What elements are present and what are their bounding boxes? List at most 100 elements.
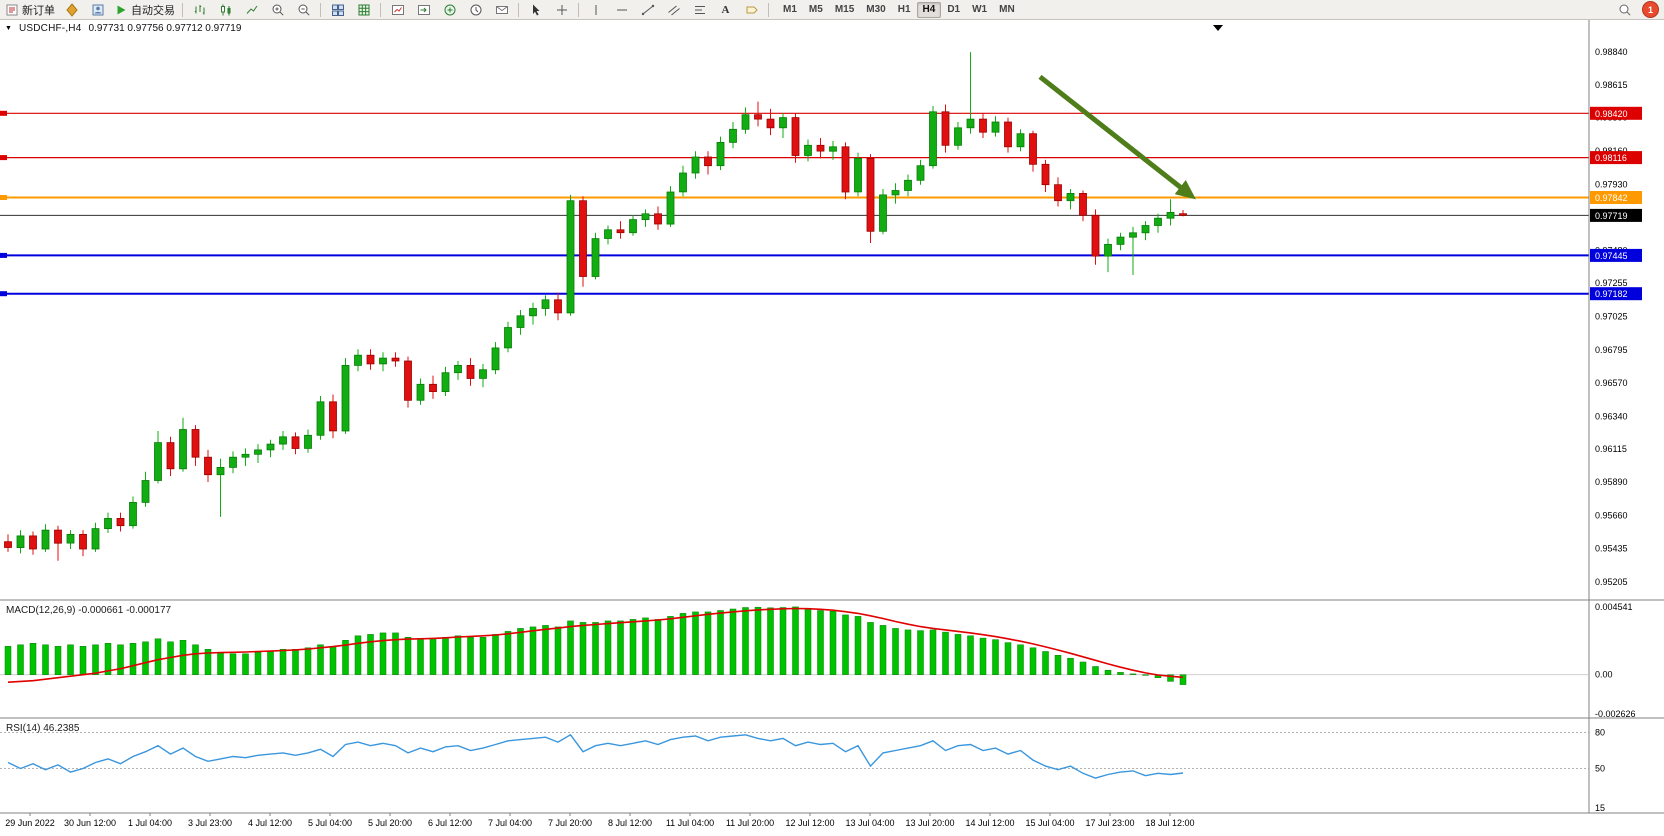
line-chart-icon: [246, 5, 257, 14]
price-tag-0.97182[interactable]: 0.97182: [1590, 287, 1642, 301]
label-tool-button[interactable]: [739, 0, 764, 19]
timeframe-W1[interactable]: W1: [972, 3, 988, 15]
svg-text:0.00: 0.00: [1595, 670, 1613, 680]
fibonacci-tool-button[interactable]: [687, 0, 712, 19]
profile-icon: [92, 4, 103, 15]
chart-title: ▼ USDCHF-,H4 0.97731 0.97756 0.97712 0.9…: [5, 23, 241, 34]
svg-text:80: 80: [1595, 727, 1605, 737]
notification-badge[interactable]: 1: [1642, 1, 1659, 18]
price-tag-0.97445[interactable]: 0.97445: [1590, 248, 1642, 262]
auto-scroll-icon: [417, 4, 430, 15]
chart-shift-button[interactable]: [385, 0, 410, 19]
metaquotes-button[interactable]: [59, 0, 84, 19]
vertical-line-icon: [595, 4, 596, 15]
candle-chart-icon: [220, 4, 230, 15]
tile-windows-button[interactable]: [325, 0, 350, 19]
bar-chart-icon: [194, 4, 204, 14]
svg-text:15: 15: [1595, 803, 1605, 813]
macd-label: MACD(12,26,9) -0.000661 -0.000177: [6, 605, 172, 616]
svg-text:5 Jul 04:00: 5 Jul 04:00: [308, 818, 352, 828]
zoom-in-button[interactable]: [265, 0, 290, 19]
line-chart-button[interactable]: [239, 0, 264, 19]
timeframe-M30[interactable]: M30: [866, 3, 886, 15]
new-order-button[interactable]: 新订单: [2, 0, 58, 19]
svg-text:0.98840: 0.98840: [1595, 47, 1628, 57]
price-tag-0.97842[interactable]: 0.97842: [1590, 191, 1642, 204]
timeframe-H1[interactable]: H1: [897, 3, 911, 15]
svg-text:0.96115: 0.96115: [1595, 444, 1627, 454]
price-tag-0.97719[interactable]: 0.97719: [1590, 208, 1642, 222]
svg-text:0.95435: 0.95435: [1595, 543, 1628, 553]
metaquotes-icon: [65, 2, 78, 17]
timeframe-H4[interactable]: H4: [916, 1, 942, 18]
main-toolbar: 新订单 自动交易: [0, 0, 1664, 20]
timeframe-M5[interactable]: M5: [808, 3, 823, 15]
zoom-in-icon: [272, 4, 284, 16]
svg-text:0.95890: 0.95890: [1595, 477, 1628, 487]
timeframe-M1[interactable]: M1: [783, 3, 797, 15]
svg-text:0.96795: 0.96795: [1595, 345, 1628, 355]
bar-chart-button[interactable]: [187, 0, 212, 19]
horizontal-line-tool-button[interactable]: [609, 0, 634, 19]
auto-trading-button[interactable]: 自动交易: [111, 0, 178, 19]
cursor-tool-button[interactable]: [523, 0, 548, 19]
chart-shift-icon: [391, 4, 404, 15]
shift-marker-icon[interactable]: [1213, 25, 1223, 31]
chart-window: ▼ USDCHF-,H4 0.97731 0.97756 0.97712 0.9…: [0, 20, 1664, 831]
svg-text:0.97182: 0.97182: [1595, 289, 1628, 299]
svg-text:7 Jul 04:00: 7 Jul 04:00: [488, 818, 532, 828]
crosshair-tool-button[interactable]: [549, 0, 574, 19]
svg-text:50: 50: [1595, 764, 1605, 774]
fibonacci-icon: [694, 5, 705, 14]
svg-text:3 Jul 23:00: 3 Jul 23:00: [188, 818, 232, 828]
auto-trading-label: 自动交易: [131, 4, 175, 17]
vertical-line-tool-button[interactable]: [583, 0, 608, 19]
svg-text:0.97025: 0.97025: [1595, 312, 1628, 322]
mail-button[interactable]: [489, 0, 514, 19]
candle-chart-button[interactable]: [213, 0, 238, 19]
indicators-icon: [444, 4, 455, 15]
search-button[interactable]: [1612, 0, 1637, 19]
grid-button[interactable]: [351, 0, 376, 19]
channel-tool-button[interactable]: [661, 0, 686, 19]
timeframe-MN[interactable]: MN: [999, 3, 1015, 15]
svg-text:0.98116: 0.98116: [1595, 153, 1627, 163]
horizontal-line-icon: [616, 9, 627, 10]
chart-canvas[interactable]: 0.988400.986150.983900.981600.979300.977…: [0, 20, 1664, 831]
svg-text:12 Jul 12:00: 12 Jul 12:00: [785, 818, 834, 828]
tile-windows-icon: [331, 4, 344, 16]
macd-pane: 0.004541 0.00 -0.002626 MACD(12,26,9) -0.00…: [0, 602, 1636, 719]
svg-text:0.96570: 0.96570: [1595, 378, 1628, 388]
collapse-triangle-icon[interactable]: ▼: [5, 25, 12, 32]
market-watch-button[interactable]: [85, 0, 110, 19]
svg-text:0.97719: 0.97719: [1595, 211, 1628, 221]
indicators-button[interactable]: [437, 0, 462, 19]
new-order-label: 新订单: [22, 4, 55, 17]
price-tag-0.98116[interactable]: 0.98116: [1590, 151, 1642, 165]
svg-text:0.97255: 0.97255: [1595, 278, 1628, 288]
text-tool-button[interactable]: A: [713, 0, 738, 19]
horizontal-levels[interactable]: [0, 110, 1589, 297]
svg-text:14 Jul 12:00: 14 Jul 12:00: [965, 818, 1014, 828]
trend-arrow[interactable]: [1038, 74, 1196, 200]
play-icon: [117, 5, 126, 14]
chart-symbol-period: USDCHF-,H4: [18, 23, 82, 34]
period-clock-button[interactable]: [463, 0, 488, 19]
toolbar-separator: [380, 2, 381, 17]
auto-scroll-button[interactable]: [411, 0, 436, 19]
crosshair-icon: [556, 4, 567, 15]
price-tag-0.98420[interactable]: 0.98420: [1590, 106, 1642, 120]
svg-text:0.98420: 0.98420: [1595, 109, 1628, 119]
svg-text:7 Jul 20:00: 7 Jul 20:00: [548, 818, 592, 828]
channel-icon: [667, 5, 680, 15]
svg-text:-0.002626: -0.002626: [1595, 709, 1636, 719]
timeframe-M15[interactable]: M15: [834, 3, 855, 15]
zoom-out-button[interactable]: [291, 0, 316, 19]
trendline-tool-button[interactable]: [635, 0, 660, 19]
svg-text:29 Jun 2022: 29 Jun 2022: [5, 818, 55, 828]
label-icon: [746, 6, 758, 13]
timeframe-D1[interactable]: D1: [947, 3, 961, 15]
svg-text:1 Jul 04:00: 1 Jul 04:00: [128, 818, 172, 828]
toolbar-separator: [518, 2, 519, 17]
search-icon: [1619, 4, 1631, 16]
